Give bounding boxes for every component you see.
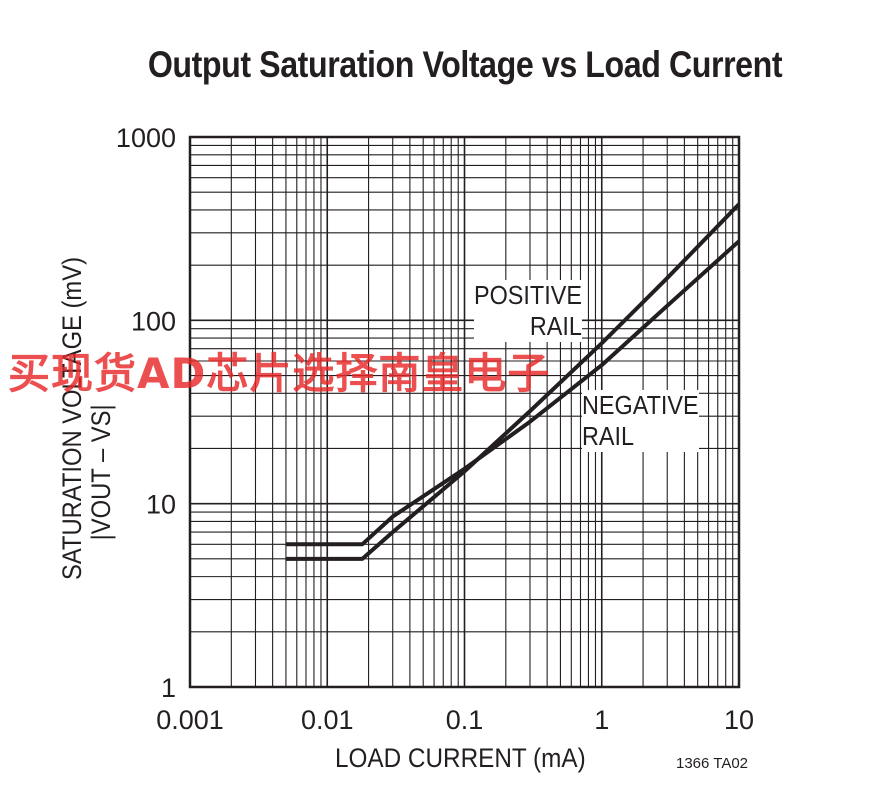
y-tick-label: 1 — [161, 673, 176, 703]
x-tick-label: 0.01 — [301, 705, 354, 735]
annotation-negative-rail: NEGATIVE RAIL — [582, 390, 699, 452]
annotation-negative-line2: RAIL — [582, 421, 635, 451]
part-number: 1366 TA02 — [676, 755, 749, 772]
y-axis-label: SATURATION VOLTAGE (mV) |VOUT – VS| — [57, 257, 128, 580]
annotation-positive-line1: POSITIVE — [474, 280, 582, 310]
x-tick-label: 10 — [724, 705, 754, 735]
watermark-text: 买现货AD芯片选择南皇电子 — [8, 349, 551, 398]
x-axis-label: LOAD CURRENT (mA) — [335, 743, 586, 773]
x-tick-label: 1 — [594, 705, 609, 735]
grid-lines — [190, 137, 739, 687]
series-layer — [285, 202, 741, 561]
annotation-positive-rail: POSITIVE RAIL — [474, 280, 582, 342]
y-tick-label: 1000 — [116, 123, 176, 153]
plot-frame — [188, 135, 741, 689]
x-tick-label: 0.001 — [156, 705, 224, 735]
y-tick-label: 10 — [146, 490, 176, 520]
y-tick-label: 100 — [131, 306, 176, 336]
tick-labels: 0.001 0.01 0.1 1 10 1 10 100 1000 — [116, 123, 754, 735]
annotation-negative-line1: NEGATIVE — [582, 390, 699, 420]
series-line-negative-rail — [285, 239, 741, 547]
series-line-positive-rail — [285, 202, 741, 561]
x-tick-label: 0.1 — [446, 705, 484, 735]
chart-title: Output Saturation Voltage vs Load Curren… — [147, 44, 783, 85]
annotation-positive-line2: RAIL — [529, 311, 582, 341]
